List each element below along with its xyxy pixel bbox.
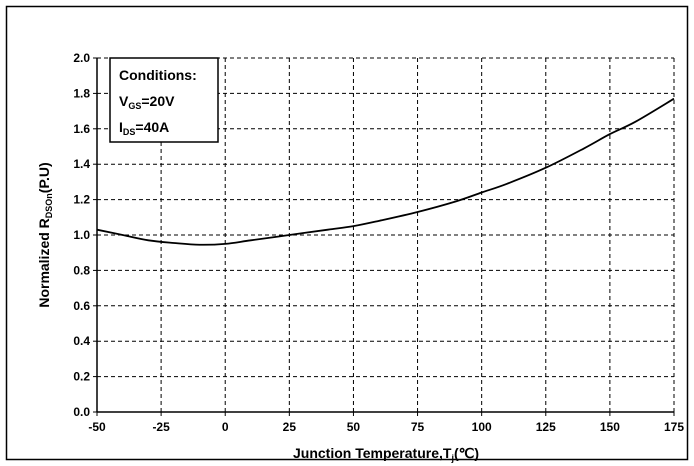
x-tick-labels: -50 -25 0 25 50 75 100 125 150 175 xyxy=(88,420,684,434)
y-axis-title: Normalized RDSOn(P.U) xyxy=(36,162,54,307)
x-axis-title: Junction Temperature,Tj(℃) xyxy=(293,445,479,463)
y-tick-label: 1.0 xyxy=(73,228,90,242)
series-group xyxy=(96,97,675,246)
x-tick-label: 100 xyxy=(472,420,492,434)
x-tick-label: -50 xyxy=(88,420,106,434)
condition-vgs: VGS=20V xyxy=(119,93,175,111)
y-tick-label: 0.0 xyxy=(73,405,90,419)
y-tick-label: 1.6 xyxy=(73,122,90,136)
grid xyxy=(97,57,675,412)
x-tick-label: 50 xyxy=(347,420,361,434)
y-tick-label: 0.6 xyxy=(73,299,90,313)
outer-border xyxy=(5,5,689,461)
condition-ids: IDS=40A xyxy=(119,119,169,137)
conditions-box: Conditions: VGS=20V IDS=40A xyxy=(109,57,219,143)
y-tick-label: 0.4 xyxy=(73,334,90,348)
y-tick-label: 1.2 xyxy=(73,193,90,207)
x-tick-label: 150 xyxy=(600,420,620,434)
axes xyxy=(93,57,675,416)
x-tick-label: -25 xyxy=(152,420,170,434)
series-line xyxy=(96,97,675,246)
x-tick-label: 0 xyxy=(222,420,229,434)
x-tick-label: 175 xyxy=(664,420,684,434)
x-tick-label: 75 xyxy=(411,420,425,434)
x-tick-label: 25 xyxy=(283,420,297,434)
conditions-heading: Conditions: xyxy=(119,67,197,83)
x-tick-label: 125 xyxy=(536,420,556,434)
y-tick-label: 1.8 xyxy=(73,86,90,100)
y-tick-labels: 0.0 0.2 0.4 0.6 0.8 1.0 1.2 1.4 1.6 1.8 2.0 xyxy=(73,51,90,419)
y-tick-label: 0.2 xyxy=(73,370,90,384)
conditions-box-frame xyxy=(109,57,219,143)
y-tick-label: 1.4 xyxy=(73,157,90,171)
y-tick-label: 0.8 xyxy=(73,263,90,277)
y-tick-label: 2.0 xyxy=(73,51,90,65)
